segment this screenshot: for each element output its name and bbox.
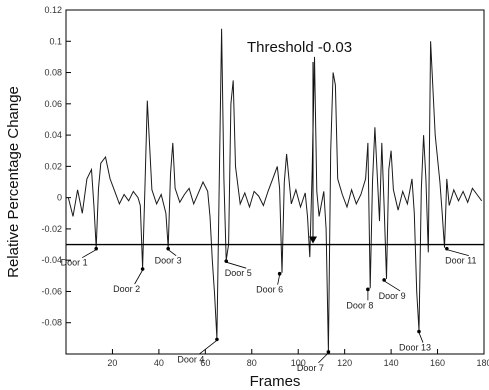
door-label: Door 2	[113, 284, 140, 294]
series-group	[67, 28, 483, 351]
y-tick-label: 0.1	[49, 36, 62, 46]
door-label: Door 13	[399, 343, 431, 353]
x-tick-label: 160	[430, 358, 445, 368]
threshold-label: Threshold -0.03	[247, 39, 352, 56]
y-tick-label: 0.12	[44, 5, 62, 15]
door-label: Door 6	[256, 285, 283, 295]
y-tick-label: -0.04	[41, 255, 62, 265]
door-arrowhead	[140, 267, 145, 271]
x-tick-label: 20	[107, 358, 117, 368]
door-arrowhead	[224, 259, 229, 263]
door-arrow	[81, 249, 97, 259]
y-tick-label: -0.08	[41, 318, 62, 328]
door-arrow	[318, 352, 329, 364]
door-arrowhead	[277, 271, 282, 276]
y-tick-label: -0.02	[41, 224, 62, 234]
door-label: Door 3	[155, 256, 182, 266]
door-arrow	[418, 332, 424, 343]
x-tick-label: 80	[247, 358, 257, 368]
y-tick-label: 0.08	[44, 68, 62, 78]
y-axis: -0.08 -0.06 -0.04 -0.02 0 0.02 0.04 0.06 0.08 0.1…	[41, 5, 71, 328]
door-arrow	[383, 280, 401, 292]
x-tick-label: 40	[154, 358, 164, 368]
door-arrow	[446, 249, 469, 257]
door-arrowhead	[94, 246, 98, 251]
series-line	[67, 28, 483, 351]
plot-area-frame	[65, 9, 485, 355]
x-tick-label: 180	[476, 358, 489, 368]
y-tick-label: 0	[57, 193, 62, 203]
door-label: Door 11	[445, 256, 476, 266]
door-arrowhead	[326, 350, 331, 354]
door-annotations: Door 1 Door 2 Door 3 Door 4 Door 5 Door 6 Door…	[61, 246, 477, 373]
y-tick-label: 0.02	[44, 161, 62, 171]
x-tick-label: 60	[200, 358, 210, 368]
door-label: Door 5	[225, 268, 252, 278]
x-tick-label: 140	[384, 358, 399, 368]
door-label: Door 4	[177, 354, 204, 364]
door-arrowhead	[445, 246, 449, 251]
door-arrow	[198, 340, 218, 355]
threshold-arrowhead	[309, 236, 317, 244]
x-tick-label: 120	[337, 358, 352, 368]
door-arrowhead	[215, 337, 219, 342]
door-label: Door 7	[297, 363, 324, 373]
door-label: Door 1	[61, 258, 88, 268]
door-arrowhead	[417, 329, 421, 334]
door-arrowhead	[366, 287, 370, 292]
door-arrowhead	[382, 278, 386, 282]
door-label: Door 9	[379, 291, 406, 301]
y-tick-label: -0.06	[41, 286, 62, 296]
door-label: Door 8	[346, 300, 373, 310]
x-tick-label: 100	[291, 358, 306, 368]
door-arrow	[167, 249, 177, 256]
x-axis-title: Frames	[250, 373, 301, 390]
y-tick-label: 0.04	[44, 130, 62, 140]
y-tick-label: 0.06	[44, 99, 62, 109]
y-axis-title: Relative Percentage Change	[5, 86, 22, 278]
door-arrow	[277, 274, 281, 285]
door-arrow	[226, 261, 247, 269]
x-axis: 20 40 60 80 100 120 140 160 180	[107, 349, 489, 368]
threshold-group	[66, 62, 484, 246]
door-arrowhead	[166, 246, 170, 251]
door-arrow	[134, 269, 143, 285]
